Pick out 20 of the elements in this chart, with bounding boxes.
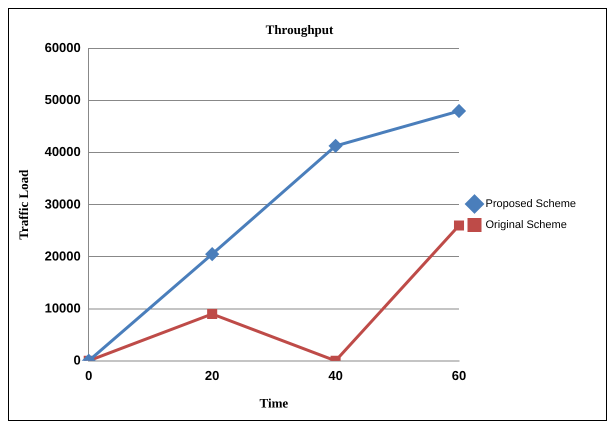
x-tick-label: 60 (452, 368, 466, 384)
legend-label: Proposed Scheme (486, 198, 576, 210)
y-tick-label: 0 (74, 352, 81, 368)
x-axis-title: Time (260, 396, 288, 411)
y-tick-label: 60000 (44, 40, 81, 56)
chart-title: Throughput (266, 22, 334, 38)
point (452, 104, 466, 118)
y-tick-label: 10000 (44, 300, 81, 316)
x-tick-label: 20 (204, 368, 220, 384)
point (454, 220, 464, 231)
point (206, 248, 219, 261)
y-tick-label: 50000 (44, 92, 81, 108)
y-tick-label: 30000 (44, 196, 81, 212)
x-tick-label: 0 (85, 368, 92, 384)
x-tick-label: 40 (328, 368, 343, 384)
legend-label: Original Scheme (486, 219, 567, 232)
point (329, 139, 342, 152)
y-tick-label: 40000 (44, 144, 81, 160)
y-axis-title: Traffic Load (16, 168, 32, 240)
y-tick-label: 20000 (44, 248, 81, 264)
